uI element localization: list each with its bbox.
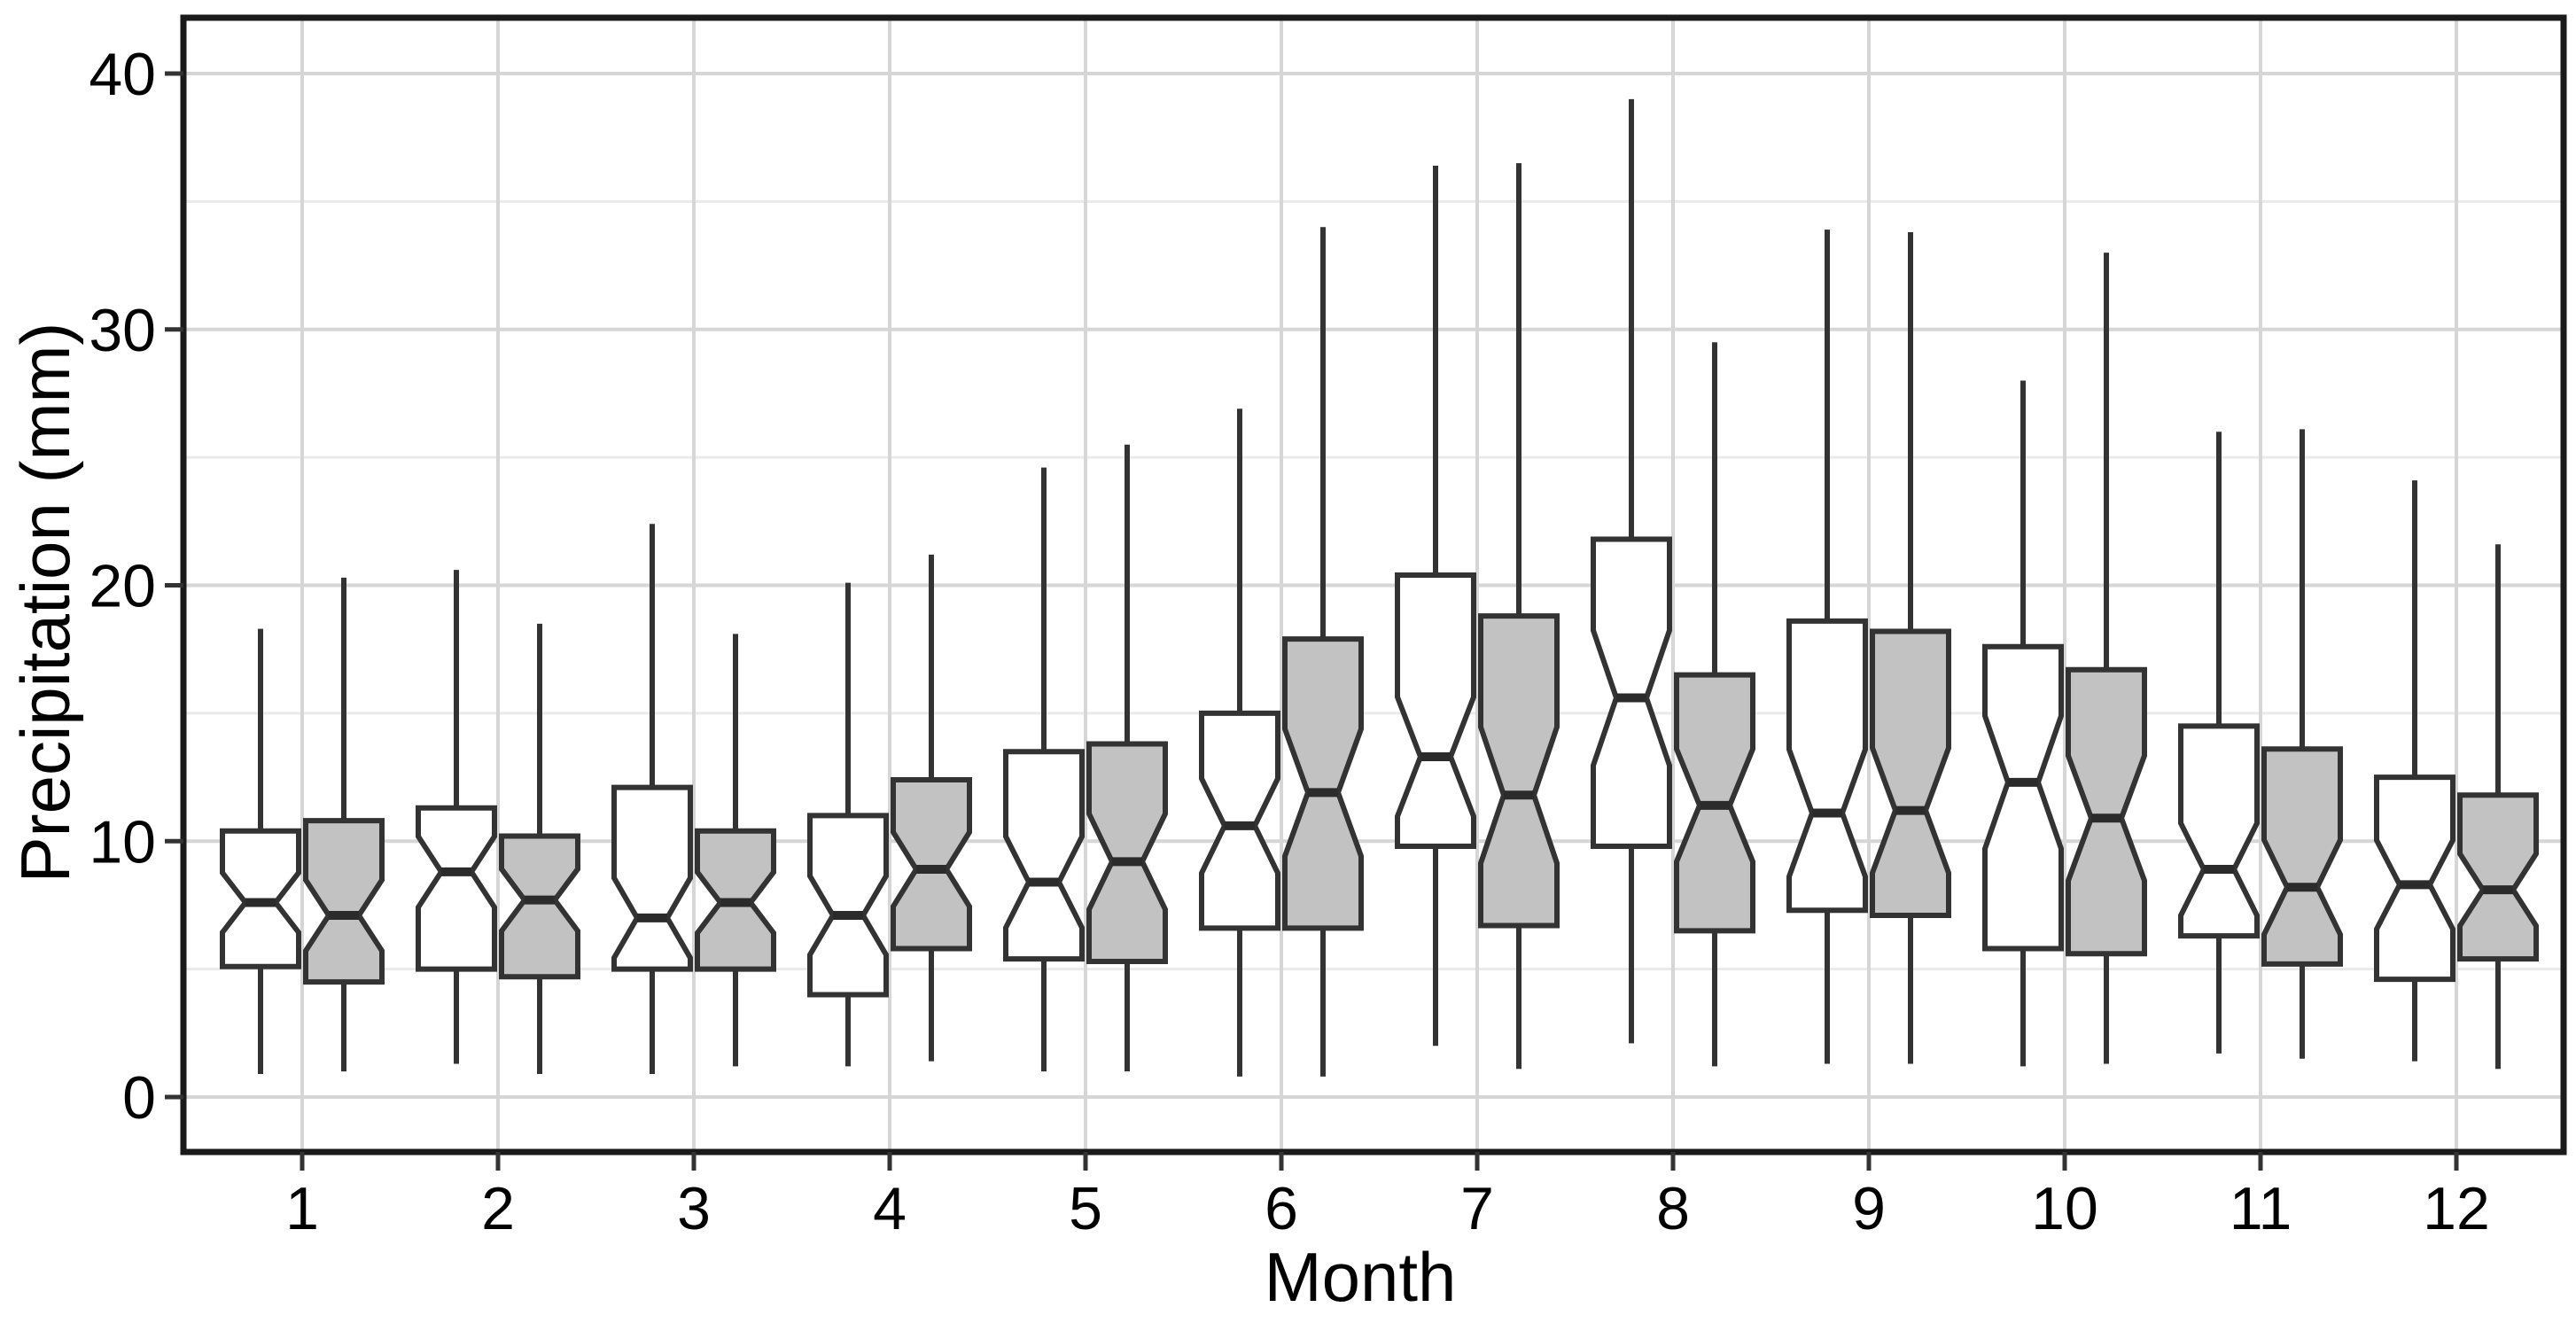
boxplot-month-6-white (1199, 409, 1280, 1077)
x-tick-label-6: 6 (1265, 1175, 1298, 1242)
y-tick-label-40: 40 (89, 41, 156, 108)
x-tick-label-10: 10 (2031, 1175, 2098, 1242)
boxplot-month-8-gray (1674, 342, 1755, 1067)
box-body (2374, 774, 2455, 983)
x-tick-label-7: 7 (1460, 1175, 1494, 1242)
x-tick-label-3: 3 (677, 1175, 711, 1242)
boxplot-month-1-gray (303, 577, 385, 1072)
boxplot-month-3-gray (695, 634, 776, 1067)
boxplot-month-10-white (1982, 380, 2064, 1067)
box-body (416, 805, 497, 972)
y-tick-label-30: 30 (89, 297, 156, 364)
boxplot-month-11-gray (2261, 429, 2343, 1059)
x-tick-label-2: 2 (481, 1175, 515, 1242)
box-body (611, 784, 693, 972)
box-body (1591, 536, 1672, 850)
boxplot-month-8-white (1591, 98, 1672, 1044)
box-body (1199, 710, 1280, 931)
boxplots-layer (220, 98, 2539, 1077)
boxplot-month-10-gray (2066, 253, 2147, 1064)
boxplot-month-1-white (220, 628, 301, 1075)
y-tick-label-10: 10 (89, 808, 156, 876)
boxplot-month-12-gray (2457, 544, 2539, 1070)
box-body (2066, 666, 2147, 957)
x-tick-label-8: 8 (1656, 1175, 1690, 1242)
y-tick-label-0: 0 (122, 1064, 156, 1132)
x-tick-label-1: 1 (285, 1175, 319, 1242)
box-body (2261, 746, 2343, 967)
box-body (1086, 741, 1168, 964)
boxplot-month-6-gray (1282, 227, 1364, 1077)
y-tick-label-20: 20 (89, 553, 156, 620)
boxplot-month-7-gray (1478, 163, 1560, 1070)
boxplot-month-12-white (2374, 480, 2455, 1062)
box-body (1478, 613, 1560, 929)
x-tick-label-9: 9 (1852, 1175, 1886, 1242)
box-body (2178, 723, 2260, 939)
box-body (807, 813, 889, 998)
box-body (499, 833, 580, 980)
box-body (303, 818, 385, 985)
box-body (2457, 792, 2539, 962)
x-tick-label-11: 11 (2230, 1175, 2292, 1242)
box-body (1282, 636, 1364, 931)
boxplot-month-4-gray (891, 554, 972, 1062)
boxplot-month-7-white (1395, 165, 1476, 1047)
x-tick-label-5: 5 (1069, 1175, 1102, 1242)
boxplot-month-9-gray (1870, 232, 1951, 1064)
boxplot-month-11-white (2178, 432, 2260, 1054)
box-body (891, 776, 972, 952)
boxplot-month-2-white (416, 570, 497, 1064)
y-axis-title: Precipitation (mm) (6, 323, 84, 883)
x-tick-label-12: 12 (2423, 1175, 2490, 1242)
box-body (1982, 643, 2064, 952)
boxplot-month-5-white (1003, 467, 1085, 1072)
x-axis-title: Month (1265, 1238, 1457, 1316)
x-tick-label-4: 4 (873, 1175, 907, 1242)
box-body (1395, 572, 1476, 850)
boxplot-month-9-white (1786, 230, 1868, 1064)
boxplot-month-5-gray (1086, 444, 1168, 1072)
box-body (1870, 628, 1951, 918)
boxplot-month-2-gray (499, 623, 580, 1075)
box-body (1003, 749, 1085, 962)
box-body (1786, 618, 1868, 914)
boxplot-month-4-white (807, 582, 889, 1067)
boxplot-month-3-white (611, 524, 693, 1075)
